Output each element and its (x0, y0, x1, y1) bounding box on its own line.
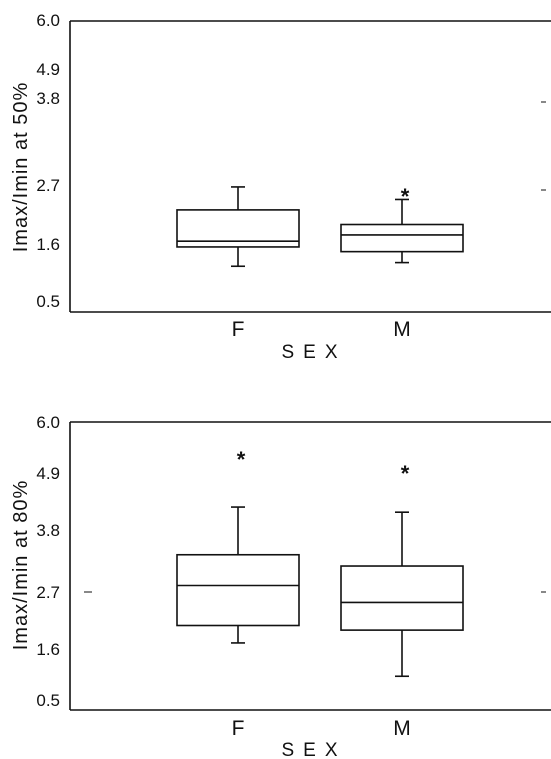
y-tick-label: 4.9 (36, 60, 60, 79)
box-m (340, 223, 464, 253)
box-f (176, 209, 300, 248)
x-axis-label: SEX (281, 342, 346, 363)
y-tick-label: 0.5 (36, 691, 60, 710)
y-tick-label: 3.8 (36, 521, 60, 540)
x-axis-label: SEX (281, 740, 346, 759)
x-category-label-m: M (393, 717, 411, 740)
outlier-marker-m: * (401, 184, 410, 209)
box-m (340, 565, 464, 631)
y-tick-label: 0.5 (36, 292, 60, 311)
y-tick-label: 2.7 (36, 583, 60, 602)
panel-80: 6.0 4.9 3.8 2.7 1.6 0.5 Imax/Imin at 80%… (10, 413, 551, 759)
y-tick-label: 4.9 (36, 464, 60, 483)
y-axis-label: Imax/Imin at 50% (10, 82, 32, 253)
x-category-label-f: F (232, 318, 245, 341)
panel-50: 6.0 4.9 3.8 2.7 1.6 0.5 Imax/Imin at 50%… (10, 11, 551, 363)
y-axis-label: Imax/Imin at 80% (10, 480, 32, 651)
x-category-label-m: M (393, 318, 411, 341)
y-tick-label: 3.8 (36, 89, 60, 108)
outlier-marker-m: * (401, 461, 410, 486)
y-tick-label: 2.7 (36, 176, 60, 195)
x-category-label-f: F (232, 717, 245, 740)
box-plot-marks: ** (176, 447, 464, 678)
box-f (176, 553, 300, 627)
y-tick-label: 6.0 (36, 11, 60, 30)
y-tick-label: 1.6 (36, 235, 60, 254)
y-tick-label: 1.6 (36, 640, 60, 659)
y-tick-label: 6.0 (36, 413, 60, 432)
box-plot-marks: * (176, 184, 464, 268)
outlier-marker-f: * (237, 447, 246, 472)
